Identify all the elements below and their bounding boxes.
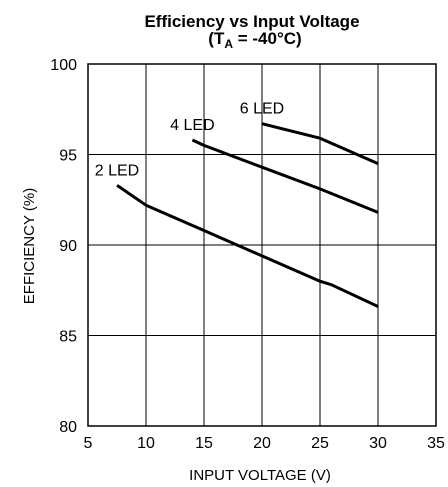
x-tick-label: 20 xyxy=(253,435,271,452)
x-tick-label: 25 xyxy=(311,435,329,452)
subtitle-subscript: A xyxy=(224,37,233,51)
x-tick-label: 15 xyxy=(195,435,213,452)
series-line xyxy=(191,138,379,214)
y-tick-label: 100 xyxy=(50,57,77,74)
plot-frame xyxy=(87,63,437,427)
x-tick-label: 5 xyxy=(84,435,93,452)
y-tick-label: 90 xyxy=(59,238,77,255)
x-tick-label: 10 xyxy=(137,435,155,452)
y-tick-label: 80 xyxy=(59,419,77,436)
y-tick-labels: 80 85 90 95 100 xyxy=(50,57,77,436)
series-line xyxy=(116,184,379,308)
subtitle-prefix: (T xyxy=(208,29,225,48)
chart-title: Efficiency vs Input Voltage xyxy=(144,12,359,31)
y-tick-label: 95 xyxy=(59,148,77,165)
x-tick-labels: 5 10 15 20 25 30 35 xyxy=(84,435,445,452)
x-axis-label: INPUT VOLTAGE (V) xyxy=(189,467,331,484)
x-tick-label: 35 xyxy=(427,435,445,452)
series-lines xyxy=(116,122,379,308)
x-tick-label: 30 xyxy=(369,435,387,452)
series-labels: 2 LED 4 LED 6 LED xyxy=(95,101,284,180)
series-line xyxy=(261,122,379,165)
series-label: 2 LED xyxy=(95,162,139,179)
series-label: 6 LED xyxy=(240,101,284,118)
chart-subtitle: (TA = -40°C) xyxy=(208,29,301,51)
y-tick-label: 85 xyxy=(59,329,77,346)
y-axis-label: EFFICIENCY (%) xyxy=(21,188,38,304)
series-label: 4 LED xyxy=(170,117,214,134)
subtitle-suffix: = -40°C) xyxy=(233,29,302,48)
grid-lines xyxy=(87,63,437,427)
